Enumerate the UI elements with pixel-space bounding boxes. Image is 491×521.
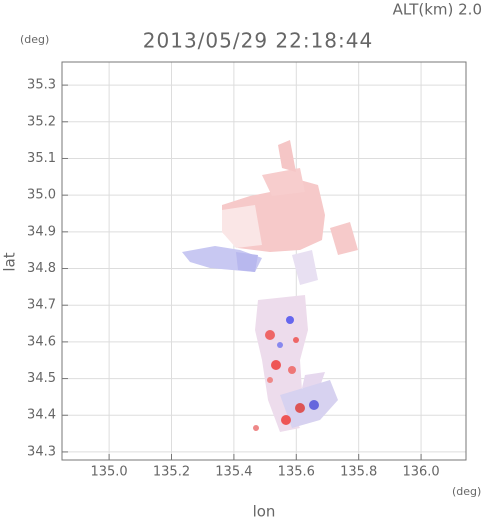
echo-cell xyxy=(286,316,294,324)
y-tick-label: 34.6 xyxy=(27,334,56,349)
y-tick-label: 35.0 xyxy=(27,188,56,203)
altitude-label: ALT(km) 2.0 xyxy=(393,1,482,19)
y-tick-label: 35.1 xyxy=(27,151,56,166)
x-tick-label: 135.6 xyxy=(278,465,315,480)
y-tick-label: 35.3 xyxy=(27,78,56,93)
x-unit: (deg) xyxy=(452,485,481,498)
echo-region xyxy=(222,205,262,248)
x-tick-label: 135.2 xyxy=(153,465,190,480)
echo-region xyxy=(278,140,296,172)
echo-cell xyxy=(293,337,299,343)
y-tick-label: 34.8 xyxy=(27,261,56,276)
plot-frame xyxy=(61,61,467,461)
grid xyxy=(62,62,466,460)
echo-cell xyxy=(267,377,273,383)
y-axis-label: lat xyxy=(1,252,19,271)
echo-cell xyxy=(271,360,281,370)
y-tick-label: 34.4 xyxy=(27,408,56,423)
x-tick-label: 136.0 xyxy=(402,465,439,480)
chart-title: 2013/05/29 22:18:44 xyxy=(143,29,373,53)
y-unit: (deg) xyxy=(20,33,49,46)
x-tick-label: 135.0 xyxy=(90,465,127,480)
y-tick-label: 34.9 xyxy=(27,224,56,239)
echo-cell xyxy=(309,400,319,410)
echo-region xyxy=(280,380,338,428)
x-tick-label: 135.8 xyxy=(340,465,377,480)
y-tick-label: 34.3 xyxy=(27,444,56,459)
echo-region xyxy=(292,250,318,285)
y-tick-label: 34.7 xyxy=(27,298,56,313)
y-tick-label: 35.2 xyxy=(27,114,56,129)
echo-cell xyxy=(253,425,259,431)
echo-cell xyxy=(288,366,296,374)
echo-cell xyxy=(265,330,275,340)
y-tick-label: 34.5 xyxy=(27,371,56,386)
echo-region xyxy=(236,252,258,272)
echo-region xyxy=(262,168,305,196)
velocity-field xyxy=(182,140,358,432)
echo-cell xyxy=(281,415,291,425)
echo-cell xyxy=(277,342,283,348)
echo-region xyxy=(330,222,358,255)
x-axis-label: lon xyxy=(253,503,276,521)
echo-cell xyxy=(295,403,305,413)
x-tick-label: 135.4 xyxy=(215,465,252,480)
